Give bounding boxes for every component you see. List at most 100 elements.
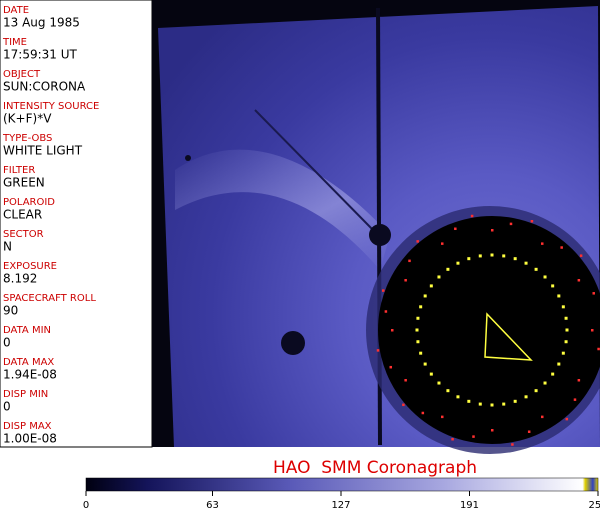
field-value: CLEAR (3, 208, 42, 222)
marker-dot (551, 284, 555, 288)
marker-dot (456, 395, 460, 399)
marker-dot (472, 435, 475, 438)
field-label: DATA MAX (3, 357, 54, 368)
marker-dot (565, 417, 569, 421)
field-label: DATE (3, 5, 29, 16)
pylon-end (369, 224, 391, 246)
marker-dot (416, 340, 420, 344)
marker-dot (502, 402, 506, 406)
field-label: SPACECRAFT ROLL (3, 293, 96, 304)
marker-dot (573, 398, 577, 401)
marker-dot (561, 351, 565, 355)
marker-dot (491, 429, 494, 432)
marker-dot (381, 289, 385, 292)
marker-dot (437, 381, 441, 385)
marker-dot (421, 411, 425, 415)
marker-dot (541, 415, 544, 419)
marker-dot (509, 222, 513, 226)
marker-dot (565, 328, 569, 332)
field-value: 1.94E-08 (3, 368, 57, 382)
field-label: TYPE-OBS (2, 133, 52, 144)
field-value: 0 (3, 400, 11, 414)
dust-spot (185, 155, 191, 161)
solar-marker (484, 312, 533, 361)
pylon-shadow (254, 109, 376, 233)
marker-dot (530, 219, 534, 223)
info-panel (0, 0, 153, 448)
marker-dot (419, 305, 423, 309)
marker-dot (402, 403, 405, 407)
marker-dot (502, 254, 506, 258)
field-value: 8.192 (3, 272, 37, 286)
marker-dot (557, 294, 561, 298)
marker-dot (534, 267, 538, 271)
streamer (175, 149, 390, 270)
marker-dot (429, 372, 433, 376)
field-value: SUN:CORONA (3, 80, 86, 94)
marker-dot (429, 284, 433, 288)
marker-dot (416, 240, 419, 243)
marker-dot (513, 257, 517, 261)
marker-dot (467, 399, 471, 403)
marker-dot (592, 292, 595, 295)
marker-dot (591, 329, 594, 332)
colorbar-tick-label: 191 (460, 500, 479, 511)
field-value: WHITE LIGHT (3, 144, 83, 158)
marker-dot (543, 275, 547, 279)
marker-dot (456, 261, 460, 265)
marker-dot (564, 316, 568, 320)
marker-dot (543, 381, 547, 385)
marker-dot (577, 279, 581, 282)
marker-dot (404, 379, 407, 382)
colorbar-tick-label: 255 (588, 500, 600, 511)
marker-dot (511, 443, 514, 446)
field-label: DATA MIN (3, 325, 51, 336)
marker-dot (541, 242, 544, 245)
marker-dot (534, 389, 538, 393)
marker-dot (441, 242, 444, 245)
marker-dot (423, 362, 427, 366)
marker-dot (437, 275, 441, 279)
marker-dot (467, 257, 471, 261)
marker-dot (513, 399, 517, 403)
field-label: INTENSITY SOURCE (3, 101, 99, 112)
marker-dot (577, 379, 581, 382)
field-value: GREEN (3, 176, 45, 190)
colorbar (85, 477, 599, 492)
colorbar-tick-label: 127 (331, 500, 350, 511)
field-label: POLAROID (3, 197, 55, 208)
field-label: FILTER (3, 165, 35, 176)
marker-dot (564, 340, 568, 344)
marker-dot (490, 403, 494, 407)
marker-dot (597, 347, 600, 351)
marker-dot (490, 253, 494, 257)
marker-dot (408, 259, 411, 263)
marker-dot (524, 261, 528, 265)
marker-dot (478, 254, 482, 258)
field-value: 13 Aug 1985 (3, 16, 80, 30)
field-label: TIME (2, 37, 27, 48)
field-value: 0 (3, 336, 11, 350)
marker-dot (391, 329, 394, 332)
marker-dot (404, 279, 407, 282)
marker-dot (441, 415, 444, 419)
marker-dot (416, 316, 420, 320)
field-value: (K+F)*V (3, 112, 52, 126)
marker-dot (561, 305, 565, 309)
marker-dot (415, 328, 419, 332)
marker-dot (557, 362, 561, 366)
field-label: DISP MAX (3, 421, 52, 432)
marker-dot (446, 267, 450, 271)
marker-dot (446, 389, 450, 393)
field-value: N (3, 240, 12, 254)
colorbar-tick-label: 0 (83, 500, 89, 511)
marker-dot (579, 254, 583, 257)
marker-dot (384, 310, 388, 313)
marker-dot (470, 214, 474, 218)
title: HAO SMM Coronagraph (273, 458, 477, 478)
field-label: SECTOR (3, 229, 44, 240)
colorbar-tick-label: 63 (206, 500, 219, 511)
marker-dot (478, 402, 482, 406)
field-label: OBJECT (3, 69, 41, 80)
marker-dot (491, 229, 494, 232)
